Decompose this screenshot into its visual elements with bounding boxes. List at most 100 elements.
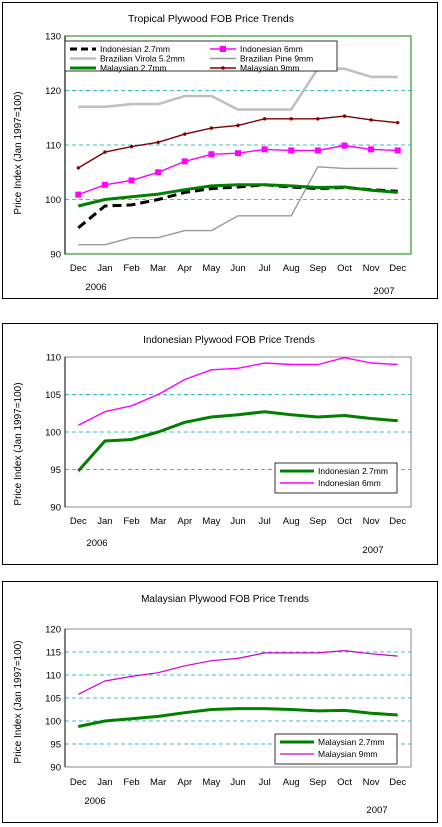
x-tick-label: May (202, 516, 220, 527)
legend-label: Malaysian 2.7mm (318, 737, 385, 747)
chart-panel-indonesian: Indonesian Plywood FOB Price Trends Pric… (2, 323, 438, 565)
legend-label: Malaysian 2.7mm (100, 63, 167, 73)
data-point (316, 117, 320, 121)
y-axis-label: Price Index (Jan 1997=100) (13, 382, 24, 505)
x-tick-label: Apr (177, 263, 192, 274)
y-tick-label: 95 (50, 740, 61, 751)
chart-title: Indonesian Plywood FOB Price Trends (143, 335, 315, 346)
series-line (78, 649, 398, 695)
data-point (128, 177, 135, 184)
x-tick-label: Jul (259, 777, 271, 788)
year-label-start: 2006 (84, 796, 105, 807)
legend-marker (220, 46, 226, 52)
x-tick-label: Apr (177, 777, 192, 788)
legend-label: Indonesian 6mm (318, 478, 381, 488)
x-tick-label: May (202, 263, 220, 274)
x-tick-label: Apr (177, 516, 192, 527)
data-point (288, 147, 295, 154)
x-tick-label: Mar (150, 516, 166, 527)
data-point (156, 140, 160, 144)
legend-box (274, 462, 398, 494)
x-tick-label: Jul (259, 263, 271, 274)
x-tick-label: Jan (97, 516, 112, 527)
plot-area: 90 95 100 105 110 Dec Jan Feb Mar Apr May Jun Jul Aug… (45, 353, 412, 527)
data-point (342, 114, 347, 118)
x-tick-label: Dec (389, 516, 406, 527)
data-point (129, 144, 134, 149)
series-line (77, 357, 398, 426)
series-line (77, 410, 398, 472)
chart-tropical: Tropical Plywood FOB Price Trends Price … (13, 13, 412, 297)
data-point (183, 132, 187, 136)
data-point (394, 147, 401, 154)
legend-label: Brazilian Virola 5.2mm (100, 54, 185, 64)
year-label-start: 2006 (85, 282, 106, 293)
y-tick-label: 95 (50, 465, 61, 476)
data-point (395, 120, 400, 125)
x-tick-label: Mar (150, 263, 166, 274)
y-tick-label: 120 (45, 86, 61, 97)
y-tick-label: 110 (46, 353, 61, 364)
chart-title: Tropical Plywood FOB Price Trends (128, 13, 294, 25)
x-tick-label: Oct (337, 516, 352, 527)
legend-label: Malaysian 9mm (318, 749, 378, 759)
y-axis-label: Price Index (Jan 1997=100) (13, 91, 24, 214)
x-tick-label: Dec (70, 263, 87, 274)
data-point (209, 126, 214, 130)
legend-label: Brazilian Pine 9mm (240, 54, 313, 64)
x-tick-label: Jun (230, 263, 245, 274)
x-tick-label: May (202, 777, 220, 788)
data-point (208, 151, 215, 158)
x-tick-label: Jun (230, 777, 245, 788)
legend-marker (221, 66, 225, 70)
legend-box (64, 40, 338, 72)
y-tick-label: 100 (45, 717, 61, 728)
y-tick-label: 90 (50, 250, 61, 261)
series-line (77, 183, 398, 208)
x-tick-label: Oct (337, 263, 352, 274)
legend-label: Indonesian 6mm (240, 44, 303, 54)
data-point (155, 169, 162, 176)
data-point (261, 146, 268, 153)
chart-title: Malaysian Plywood FOB Price Trends (141, 594, 309, 605)
x-tick-label: Aug (283, 516, 300, 527)
data-point (101, 181, 108, 188)
y-tick-label: 105 (45, 390, 61, 401)
legend: Indonesian 2.7mm Indonesian 6mmBrazilian … (64, 40, 338, 73)
y-tick-label: 110 (46, 141, 61, 152)
data-point (369, 118, 373, 122)
y-tick-label: 115 (46, 648, 61, 659)
data-point (235, 150, 241, 157)
data-point (368, 146, 375, 153)
legend-label: Indonesian 2.7mm (100, 44, 170, 54)
year-label-end: 2007 (362, 545, 383, 556)
x-tick-label: Sep (309, 777, 326, 788)
x-tick-label: Jun (230, 516, 245, 527)
chart-panel-tropical: Tropical Plywood FOB Price Trends Price … (2, 2, 438, 299)
x-tick-label: Feb (123, 516, 139, 527)
y-tick-label: 100 (45, 195, 61, 206)
year-label-start: 2006 (86, 538, 107, 549)
x-tick-label: Jan (97, 263, 112, 274)
x-tick-label: Jul (259, 516, 271, 527)
data-point (236, 123, 240, 128)
x-tick-label: Oct (337, 777, 352, 788)
data-point (314, 147, 321, 154)
legend-label: Indonesian 2.7mm (318, 466, 388, 476)
x-tick-label: Feb (123, 777, 139, 788)
x-tick-label: Nov (363, 263, 380, 274)
data-point (289, 117, 293, 121)
x-tick-label: Dec (389, 263, 406, 274)
y-tick-label: 90 (50, 503, 61, 514)
x-tick-label: Dec (70, 516, 87, 527)
y-tick-label: 90 (50, 763, 61, 774)
y-tick-label: 120 (45, 625, 61, 636)
data-point (341, 142, 348, 149)
data-point (262, 117, 267, 121)
legend: Indonesian 2.7mm Indonesian 6mm (274, 462, 398, 494)
data-point (103, 150, 107, 154)
year-label-end: 2007 (373, 286, 394, 297)
x-tick-label: Aug (283, 777, 300, 788)
plot-area: 90 95 100 105 110 115 120 Dec Jan Feb Mar Apr May Jun… (45, 625, 412, 788)
legend-box (274, 733, 398, 765)
